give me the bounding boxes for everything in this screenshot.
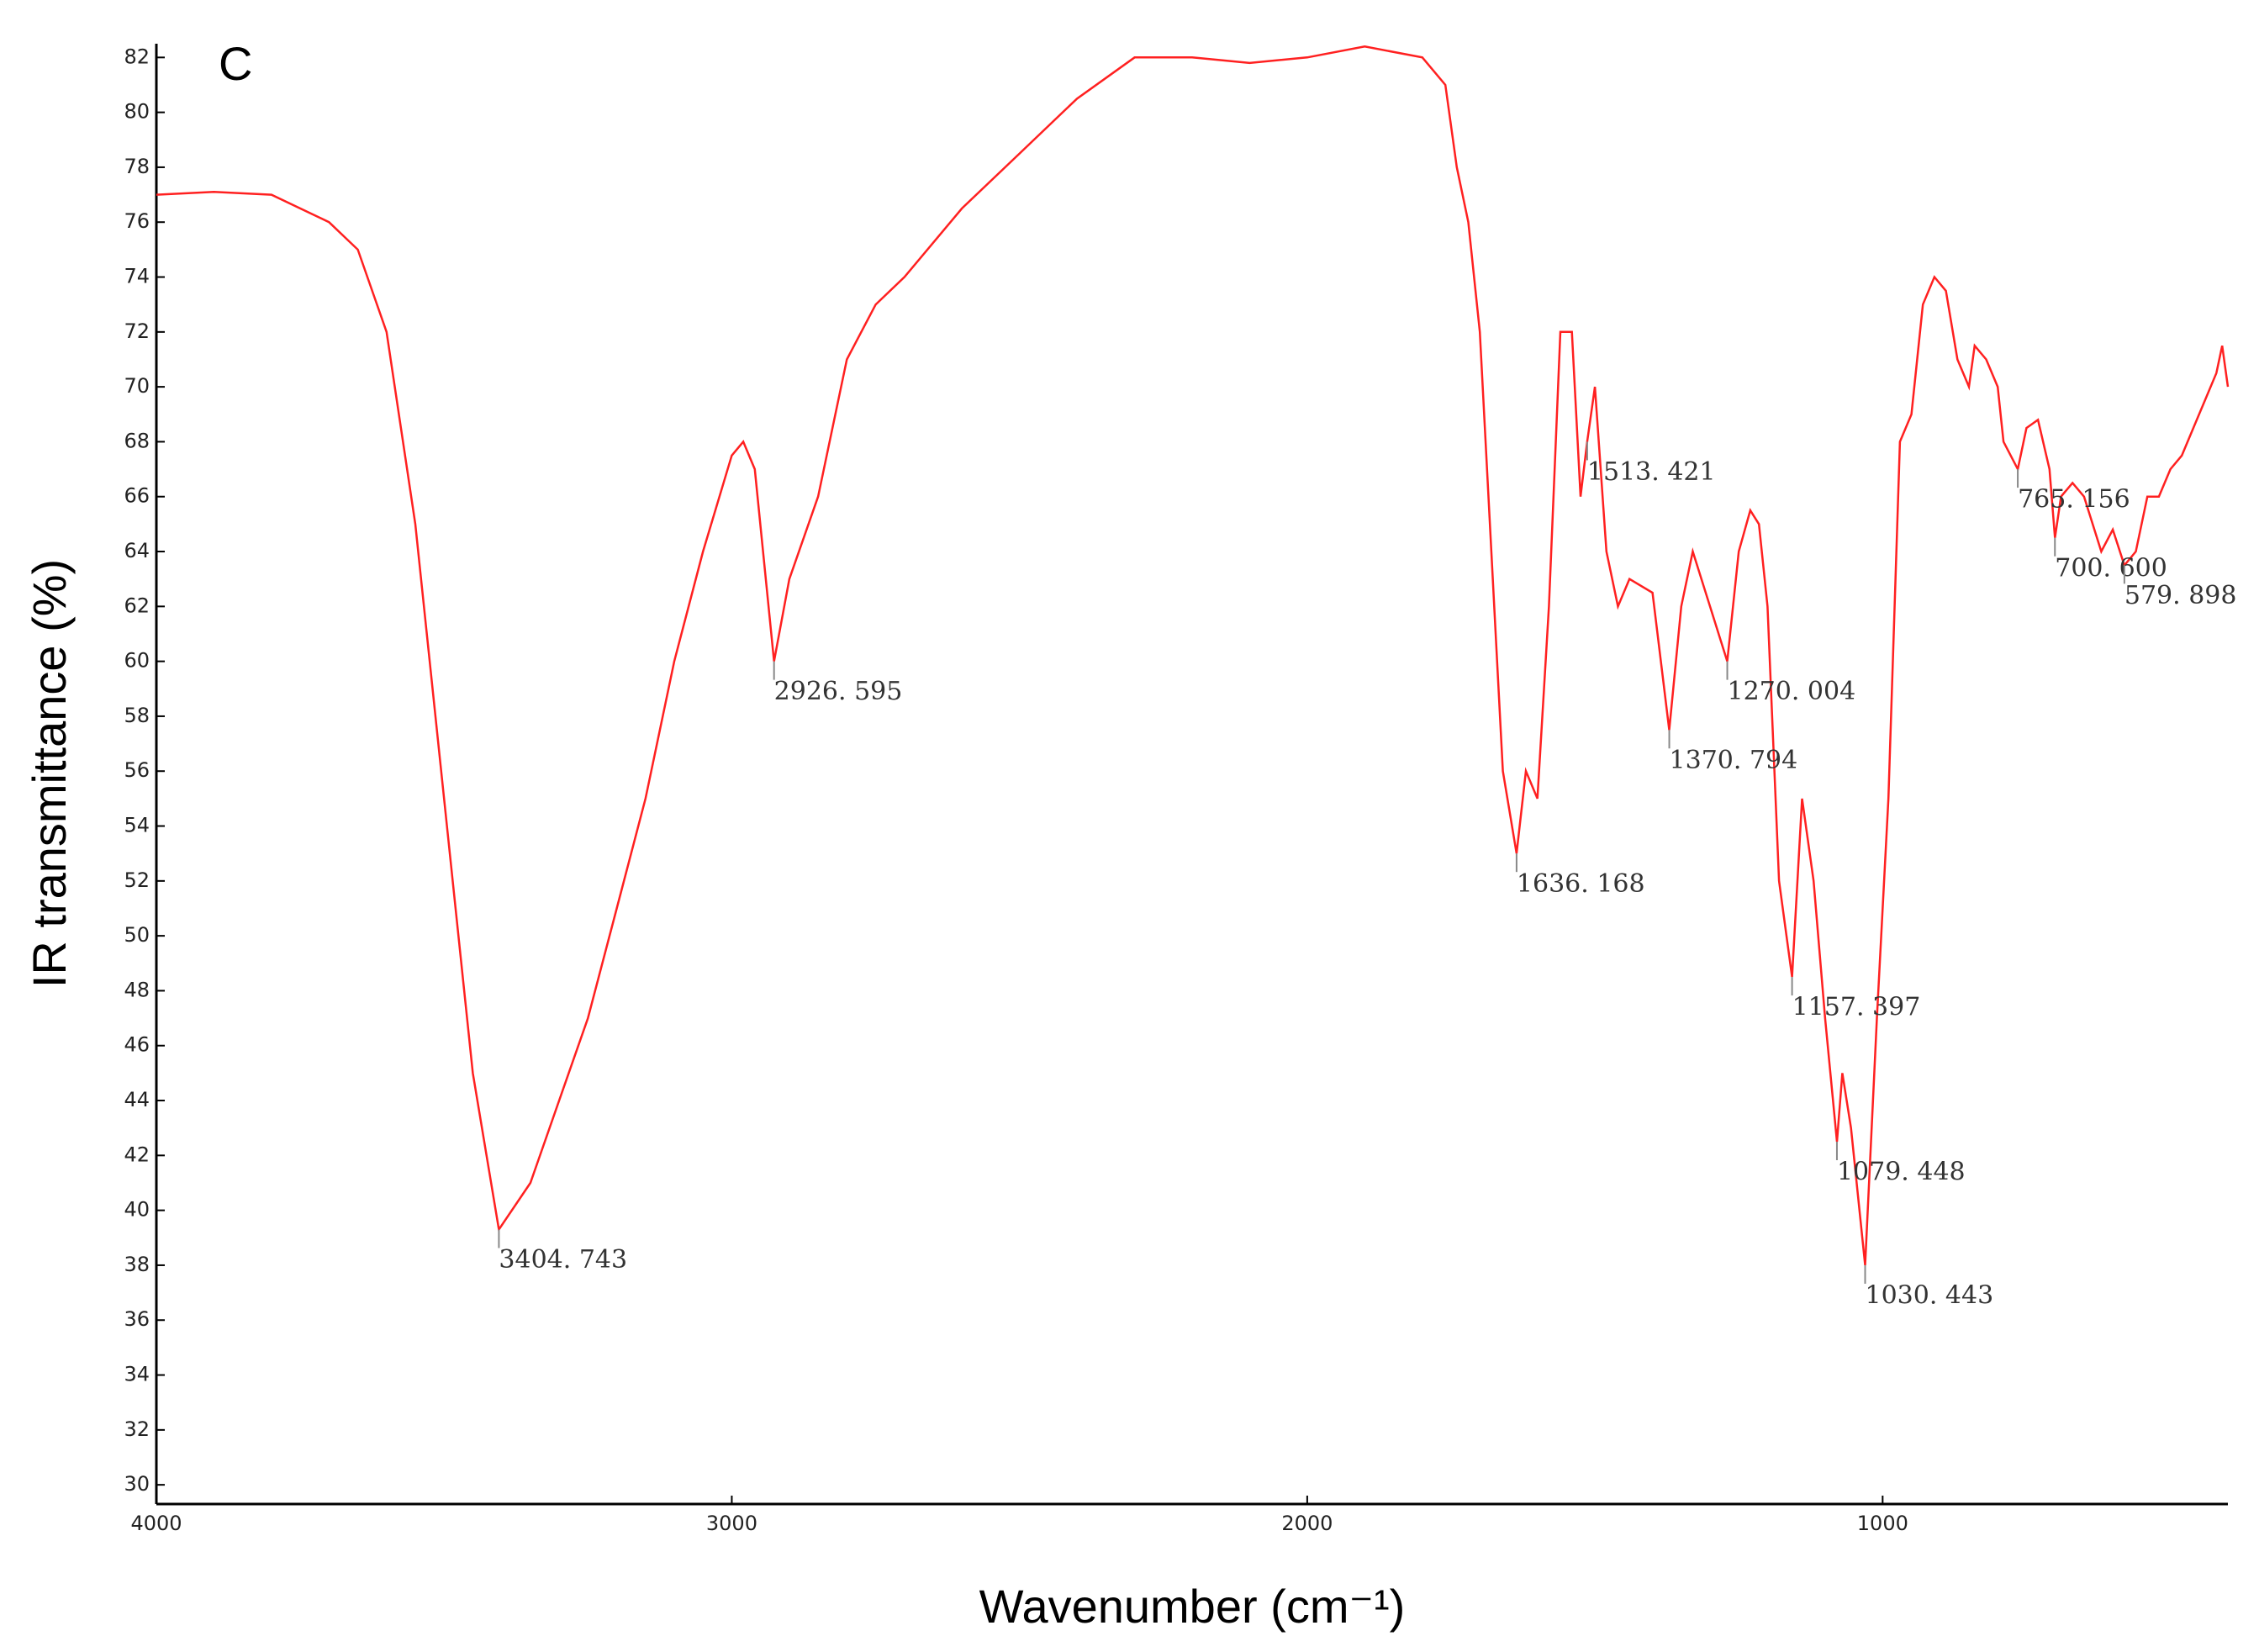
y-axis-title: IR transmittance (%) xyxy=(23,559,76,988)
peak-label: 1636. 168 xyxy=(1517,869,1645,899)
y-tick-label: 46 xyxy=(124,1033,150,1057)
y-tick-label: 44 xyxy=(124,1088,150,1111)
y-tick-label: 42 xyxy=(124,1143,150,1166)
peak-label: 2926. 595 xyxy=(774,677,903,706)
y-tick-label: 58 xyxy=(124,704,150,727)
x-tick-label: 2000 xyxy=(1281,1512,1333,1535)
y-tick-label: 54 xyxy=(124,814,150,837)
y-tick-label: 40 xyxy=(124,1198,150,1222)
y-tick-label: 66 xyxy=(124,484,150,508)
y-tick-label: 82 xyxy=(124,45,150,68)
y-tick-label: 64 xyxy=(124,539,150,562)
y-tick-label: 74 xyxy=(124,265,150,288)
y-tick-label: 80 xyxy=(124,100,150,124)
panel-label: C xyxy=(219,37,252,90)
x-tick-label: 1000 xyxy=(1857,1512,1908,1535)
peak-label: 3404. 743 xyxy=(499,1245,627,1275)
y-tick-label: 34 xyxy=(124,1363,150,1386)
y-tick-label: 38 xyxy=(124,1253,150,1276)
y-tick-label: 32 xyxy=(124,1417,150,1441)
x-tick-label: 4000 xyxy=(130,1512,182,1535)
y-tick-label: 78 xyxy=(124,155,150,178)
y-tick-label: 70 xyxy=(124,374,150,398)
peak-label: 579. 898 xyxy=(2124,581,2237,610)
peak-label: 765. 156 xyxy=(2018,485,2130,515)
peak-label: 1030. 443 xyxy=(1865,1281,1993,1311)
y-tick-label: 72 xyxy=(124,319,150,343)
x-tick-label: 3000 xyxy=(706,1512,757,1535)
peak-label: 700. 600 xyxy=(2055,553,2167,583)
y-tick-label: 30 xyxy=(124,1472,150,1496)
y-tick-label: 50 xyxy=(124,923,150,947)
y-tick-label: 76 xyxy=(124,209,150,233)
y-tick-label: 56 xyxy=(124,758,150,782)
x-axis-title: Wavenumber (cm⁻¹) xyxy=(979,1580,1406,1633)
peak-label: 1079. 448 xyxy=(1837,1158,1966,1187)
peak-label: 1270. 004 xyxy=(1728,677,1856,706)
y-tick-label: 36 xyxy=(124,1307,150,1331)
peak-label: 1157. 397 xyxy=(1792,993,1921,1022)
spectrum-line xyxy=(156,45,2230,1266)
y-tick-label: 62 xyxy=(124,594,150,617)
peak-label: 1370. 794 xyxy=(1670,746,1798,775)
y-tick-label: 48 xyxy=(124,978,150,1001)
peak-label: 1513. 421 xyxy=(1587,457,1716,487)
y-tick-label: 68 xyxy=(124,429,150,452)
y-tick-label: 52 xyxy=(124,868,150,892)
y-tick-label: 60 xyxy=(124,649,150,673)
